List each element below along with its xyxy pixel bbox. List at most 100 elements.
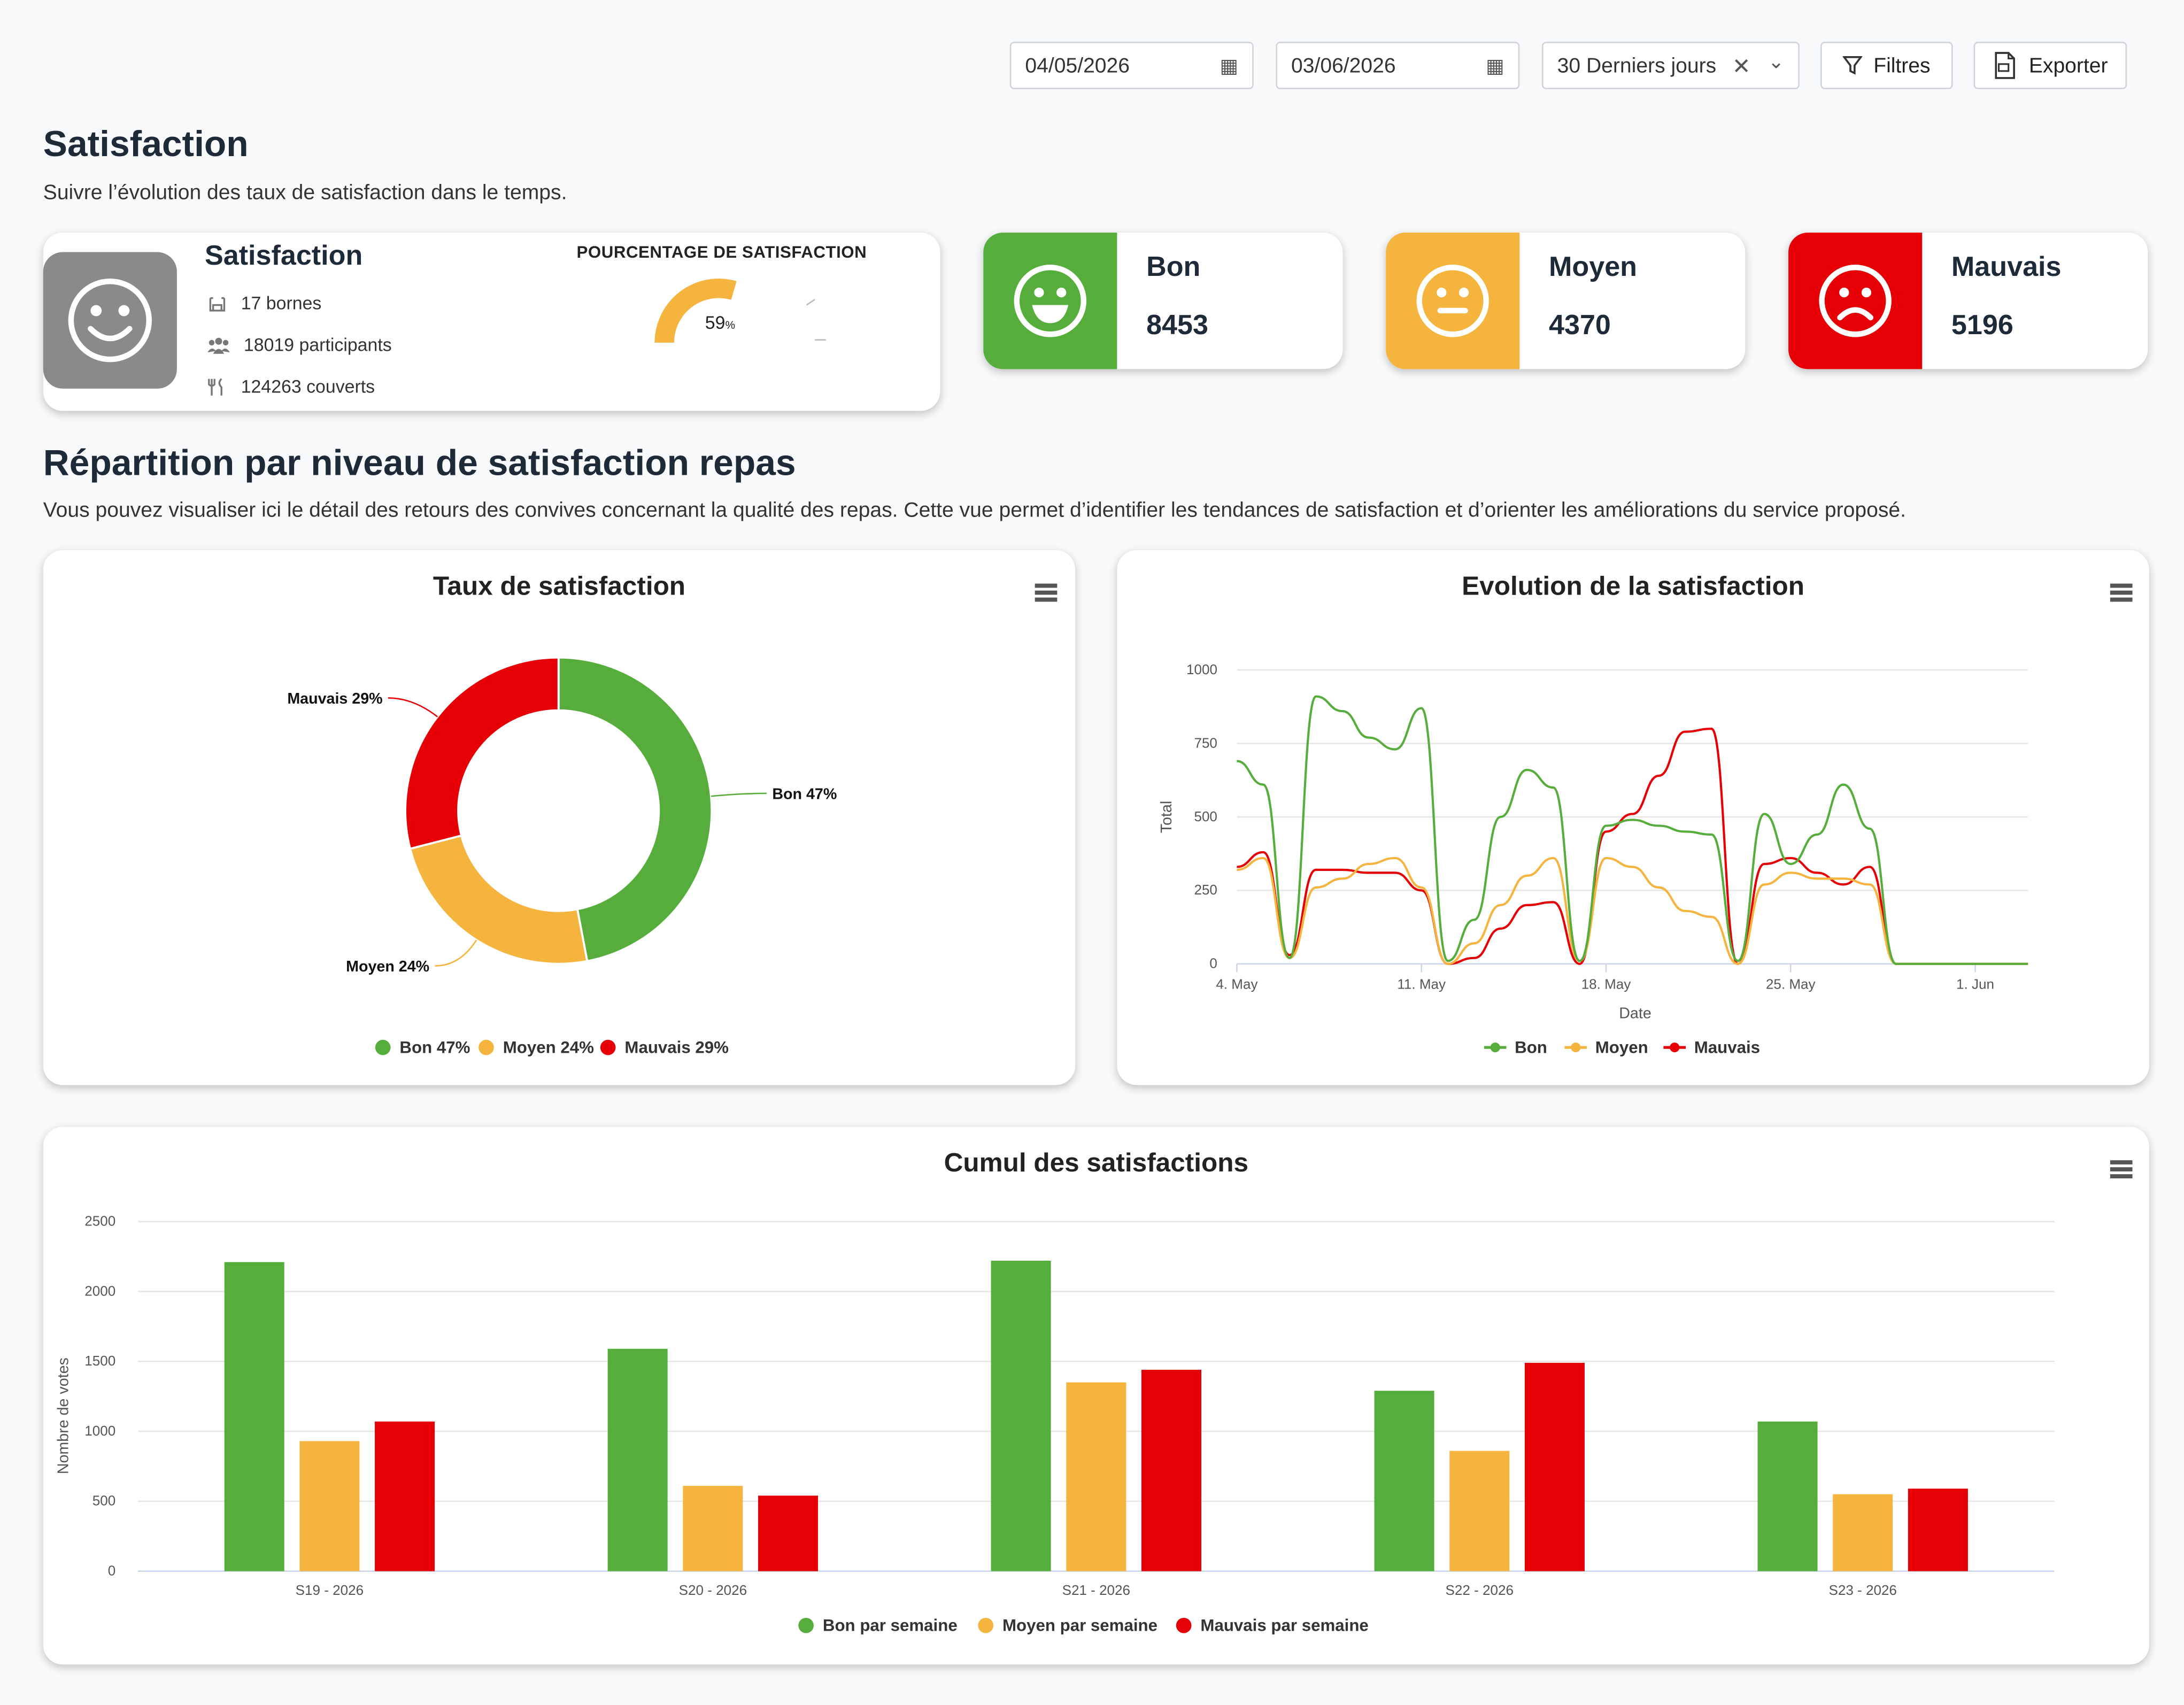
kpi-icon-box-mauvais	[1788, 233, 1923, 369]
bar-bon[interactable]	[224, 1262, 284, 1571]
export-button[interactable]: Exporter	[1973, 42, 2127, 89]
summary-icon-box	[43, 252, 177, 389]
legend-item[interactable]: Mauvais 29%	[624, 1038, 729, 1057]
date-to-input[interactable]: 03/06/2026 ▦	[1276, 42, 1520, 89]
line-chart-card: Evolution de la satisfaction 0 250 500 750 1…	[1117, 550, 2149, 1085]
export-file-icon	[1994, 52, 2015, 79]
legend-item[interactable]: Moyen par semaine	[1002, 1616, 1157, 1635]
donut-data-label: Moyen 24%	[346, 958, 429, 975]
cutlery-icon	[208, 377, 222, 395]
donut-connector	[711, 792, 767, 797]
bar-bon[interactable]	[991, 1260, 1051, 1571]
kpi-value-mauvais: 5196	[1951, 310, 2013, 342]
gauge-unit: %	[725, 319, 735, 331]
chart-menu-icon[interactable]	[2110, 1160, 2133, 1178]
filters-button[interactable]: Filtres	[1820, 42, 1953, 89]
chevron-down-icon[interactable]: ⌄	[1768, 50, 1785, 73]
bar-mauvais[interactable]	[758, 1495, 819, 1571]
section-title: Répartition par niveau de satisfaction r…	[43, 441, 796, 484]
donut-slice-bon[interactable]	[557, 656, 713, 963]
y-tick-label: 500	[92, 1493, 115, 1509]
gauge-fill	[654, 279, 737, 343]
series-line-moyen[interactable]	[1237, 857, 2028, 965]
legend-item[interactable]: Mauvais par semaine	[1200, 1616, 1368, 1635]
y-tick-label: 750	[1194, 735, 1217, 751]
bar-mauvais[interactable]	[1908, 1488, 1968, 1571]
couverts-count: 124263 couverts	[241, 376, 375, 397]
bar-moyen[interactable]	[1833, 1494, 1893, 1571]
y-tick-label: 500	[1194, 808, 1217, 824]
x-tick-label: S21 - 2026	[1062, 1582, 1130, 1598]
legend-marker[interactable]	[798, 1617, 814, 1633]
chart-menu-icon[interactable]	[1035, 583, 1058, 601]
legend-marker[interactable]	[600, 1039, 616, 1055]
sad-face-icon	[1819, 264, 1892, 337]
bar-bon[interactable]	[1374, 1391, 1434, 1571]
legend-item[interactable]: Moyen 24%	[503, 1038, 594, 1057]
donut-slice-moyen[interactable]	[408, 834, 589, 965]
y-tick-label: 250	[1194, 882, 1217, 898]
legend-marker[interactable]	[1670, 1042, 1680, 1053]
donut-chart-card: Taux de satisfaction Bon 47% Moyen 24% Mau…	[43, 550, 1076, 1085]
kpi-card-moyen: Moyen 4370	[1386, 233, 1746, 369]
y-tick-label: 1000	[1186, 661, 1217, 677]
legend-marker[interactable]	[978, 1617, 994, 1633]
bornes-row: 17 bornes	[207, 292, 321, 313]
x-tick-label: S23 - 2026	[1828, 1582, 1896, 1598]
people-icon	[207, 337, 230, 353]
chart-menu-icon[interactable]	[2110, 583, 2133, 601]
svg-text:59%: 59%	[705, 313, 735, 333]
bar-chart: 0 500 1000 1500 2000 2500 Nombre de votes S19 -…	[55, 1213, 2055, 1635]
x-tick-label: 11. May	[1397, 976, 1446, 992]
line-chart-title: Evolution de la satisfaction	[1462, 572, 1805, 602]
legend-marker[interactable]	[1176, 1617, 1192, 1633]
bar-moyen[interactable]	[299, 1441, 360, 1571]
legend-marker[interactable]	[1571, 1042, 1581, 1053]
filters-button-label: Filtres	[1873, 53, 1931, 78]
series-line-bon[interactable]	[1237, 695, 2028, 965]
donut-data-label: Bon 47%	[772, 785, 837, 803]
kpi-card-mauvais: Mauvais 5196	[1788, 233, 2148, 369]
bar-mauvais[interactable]	[1141, 1370, 1201, 1571]
legend-item[interactable]: Bon par semaine	[823, 1616, 958, 1635]
neutral-face-icon	[1416, 264, 1489, 337]
bar-moyen[interactable]	[1066, 1382, 1126, 1571]
date-from-input[interactable]: 04/05/2026 ▦	[1009, 42, 1254, 89]
bar-moyen[interactable]	[1449, 1451, 1510, 1571]
clear-icon[interactable]: ✕	[1732, 56, 1751, 80]
bar-mauvais[interactable]	[375, 1421, 435, 1571]
participants-row: 18019 participants	[207, 334, 392, 355]
calendar-icon[interactable]: ▦	[1220, 54, 1239, 77]
date-from-value: 04/05/2026	[1025, 53, 1130, 78]
donut-connector	[435, 939, 477, 967]
bornes-count: 17 bornes	[241, 292, 322, 314]
gauge-title: POURCENTAGE DE SATISFACTION	[576, 242, 867, 262]
legend-item[interactable]: Bon	[1515, 1038, 1547, 1057]
happy-face-icon	[1014, 264, 1087, 337]
bar-bon[interactable]	[607, 1348, 668, 1571]
bar-moyen[interactable]	[683, 1486, 743, 1571]
bar-chart-title: Cumul des satisfactions	[944, 1149, 1248, 1178]
satisfaction-gauge: 59%	[654, 279, 826, 343]
x-tick-label: S19 - 2026	[296, 1582, 364, 1598]
kpi-icon-box-moyen	[1386, 233, 1520, 369]
line-chart: 0 250 500 750 1000 4. May 11. May 18. May 25. Ma…	[1158, 661, 2028, 1057]
period-select[interactable]: 30 Derniers jours ✕ ⌄	[1541, 42, 1800, 89]
donut-connector	[388, 697, 438, 718]
legend-marker[interactable]	[375, 1039, 391, 1055]
smiley-icon	[68, 279, 152, 362]
page-title: Satisfaction	[43, 122, 249, 165]
legend-marker[interactable]	[479, 1039, 494, 1055]
donut-slice-mauvais[interactable]	[404, 656, 560, 850]
legend-marker[interactable]	[1490, 1042, 1500, 1053]
kpi-label-moyen: Moyen	[1548, 252, 1638, 283]
legend-item[interactable]: Bon 47%	[399, 1038, 470, 1057]
donut-data-label: Mauvais 29%	[287, 690, 382, 707]
bar-mauvais[interactable]	[1524, 1362, 1585, 1571]
x-tick-label: 1. Jun	[1956, 976, 1994, 992]
calendar-icon[interactable]: ▦	[1486, 54, 1504, 77]
series-line-mauvais[interactable]	[1237, 727, 2028, 965]
legend-item[interactable]: Moyen	[1595, 1038, 1648, 1057]
bar-bon[interactable]	[1757, 1421, 1818, 1571]
legend-item[interactable]: Mauvais	[1694, 1038, 1760, 1057]
